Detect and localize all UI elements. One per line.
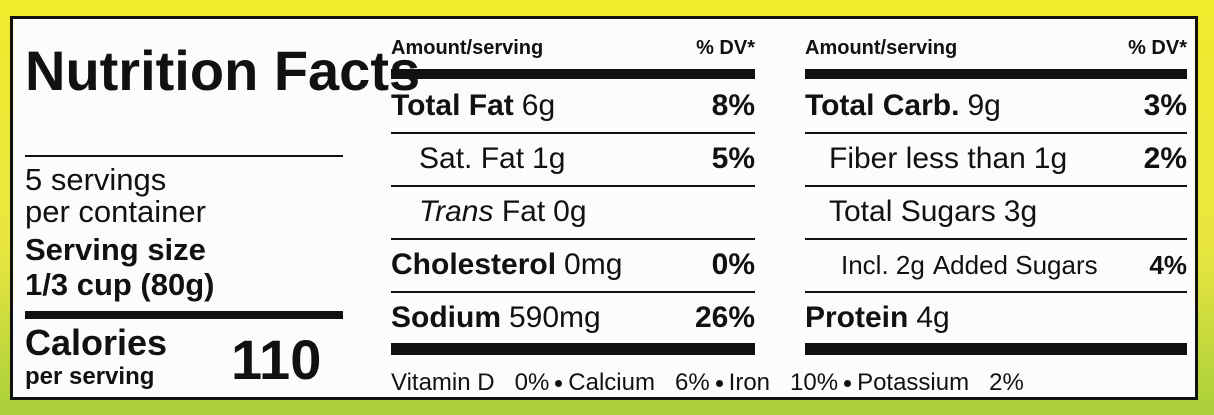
nutrient-row: Cholesterol 0mg 0% [391, 240, 755, 290]
nutrient-name-text: Total Fat [391, 89, 514, 122]
nutrient-name-italic: Trans [419, 195, 494, 228]
thick-rule [391, 69, 755, 79]
nutrient-dv: 0% [711, 248, 755, 281]
nutrient-name-text: Protein [805, 301, 909, 334]
rule [805, 291, 1187, 293]
nutrient-dv: 5% [711, 142, 755, 175]
nutrient-row: Trans Fat 0g [391, 187, 755, 237]
nutrient-dv: 8% [711, 89, 755, 122]
nutrient-name-text: Incl. 2g [841, 250, 925, 280]
nutrient-name: Incl. 2g [841, 250, 925, 280]
servings: 5 servings [25, 162, 167, 197]
rule [391, 291, 755, 293]
nutrient-row: Total Carb. 9g 3% [805, 81, 1187, 131]
vitamin-name: Potassium [857, 369, 970, 396]
nutrient-amount: 0g [553, 195, 587, 228]
calories-label: Calories [25, 322, 168, 363]
header-dv: % DV* [696, 37, 755, 59]
nutrient-name-text: Sodium [391, 301, 501, 334]
nutrient-name: Total Fat [391, 89, 514, 122]
nutrient-amount: 590mg [509, 301, 601, 334]
vitamin-dv: 10% [790, 369, 839, 396]
nutrient-name: Cholesterol [391, 248, 556, 281]
nutrient-amount: 0mg [564, 248, 623, 281]
nutrient-row: Sat. Fat 1g 5% [391, 134, 755, 184]
nutrient-name-text: Total Sugars [829, 195, 996, 228]
rule [805, 185, 1187, 187]
vitamin-dv: 2% [989, 369, 1024, 396]
nutrient-row: Total Fat 6g 8% [391, 81, 755, 131]
vitamins: Vitamin D 0% Calcium 6% Iron 10% Potassium 2% [391, 369, 1024, 397]
nutrient-name-text: Fiber less than [829, 142, 1026, 175]
nutrient-name: Sodium [391, 301, 501, 334]
nutrient-dv: 4% [1149, 250, 1187, 280]
nutrient-name: Sat. Fat [419, 142, 524, 175]
nutrient-amount: 6g [521, 89, 556, 122]
thick-rule [805, 69, 1187, 79]
nutrient-amount: 4g [916, 301, 950, 334]
nutrient-dv: 2% [1143, 142, 1187, 175]
rule [391, 132, 755, 134]
rule [805, 238, 1187, 240]
nutrient-amount: 9g [967, 89, 1001, 122]
nutrient-name: Total Carb. [805, 89, 959, 122]
header-amount: Amount/serving [391, 37, 544, 59]
nutrient-name-text: Cholesterol [391, 248, 557, 281]
bullet [715, 380, 723, 388]
nutrient-amount: 1g [1033, 142, 1068, 175]
rule [805, 132, 1187, 134]
header-amount: Amount/serving [805, 37, 958, 59]
vitamin-dv: 0% [514, 369, 550, 396]
calories-value: 110 [231, 328, 322, 391]
vitamin-name: Iron [728, 369, 771, 396]
nutrient-dv: 3% [1143, 89, 1187, 122]
nutrient-name: Fiber less than [829, 142, 1026, 175]
vitamin-name: Vitamin D [391, 369, 495, 396]
nutrient-name-text: Fat [501, 195, 546, 228]
rule [391, 238, 755, 240]
nutrient-row: Protein 4g [805, 293, 1187, 343]
servings: per container [25, 194, 206, 229]
nutrient-amount: 1g [532, 142, 566, 175]
vitamin-name: Calcium [568, 369, 655, 396]
rule [391, 185, 755, 187]
header-dv: % DV* [1128, 37, 1187, 59]
nutrient-amount: 3g [1003, 195, 1038, 228]
nutrient-name-text: Total Carb. [805, 89, 960, 122]
vitamin-dv: 6% [674, 369, 710, 396]
bullet [555, 380, 563, 388]
serving-size-label: Serving size [25, 232, 206, 267]
nutrient-dv: 26% [694, 301, 755, 334]
serving-size: 1/3 cup (80g) [25, 267, 215, 302]
nutrient-row: Fiber less than 1g 2% [805, 134, 1187, 184]
nutrient-name-text: Sat. Fat [419, 142, 525, 175]
nutrient-row: Total Sugars 3g [805, 187, 1187, 237]
nutrient-name: Total Sugars [829, 195, 996, 228]
title: Nutrition Facts [25, 39, 421, 102]
thick-rule [25, 311, 343, 319]
thick-rule [391, 343, 755, 355]
thick-rule [805, 343, 1187, 355]
calories-sub: per serving [25, 363, 155, 390]
nutrient-name: Trans Fat [419, 195, 545, 228]
nutrient-amount: Added Sugars [932, 250, 1098, 280]
nutrient-name: Protein [805, 301, 908, 334]
nutrient-row: Incl. 2g Added Sugars 4% [805, 240, 1187, 290]
rule [25, 155, 343, 157]
bullet [844, 380, 852, 388]
nutrient-row: Sodium 590mg 26% [391, 293, 755, 343]
nutrition-label: Nutrition Facts 5 servings per container… [10, 16, 1198, 400]
